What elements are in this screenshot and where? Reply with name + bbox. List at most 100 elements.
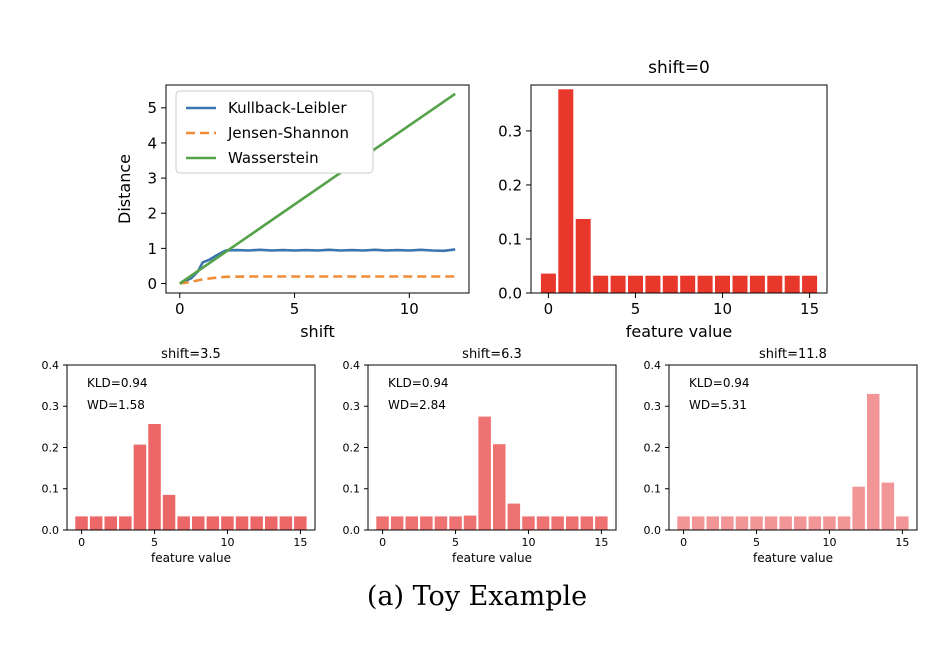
y-tick-label: 0.1 <box>343 483 361 496</box>
x-tick-label: 15 <box>293 536 307 549</box>
bar-12 <box>551 516 564 530</box>
y-tick-label: 4 <box>147 134 157 152</box>
y-tick-label: 5 <box>147 99 157 117</box>
bar-8 <box>794 516 807 530</box>
bar-0 <box>75 516 88 530</box>
y-tick-label: 0.3 <box>42 400 60 413</box>
x-tick-label: 0 <box>680 536 687 549</box>
y-tick-label: 0.0 <box>644 524 662 537</box>
x-tick-label: 15 <box>895 536 909 549</box>
bar-8 <box>493 444 506 530</box>
series-line-kullback-leibler <box>179 248 456 285</box>
y-tick-label: 0.0 <box>42 524 60 537</box>
bar-15 <box>294 516 307 530</box>
y-tick-label: 0.1 <box>42 483 60 496</box>
bar-8 <box>680 275 696 293</box>
chart-panel-2: 0 5 10 15 0.0 0.1 0.2 0.3 0.4 shift=3.5 feature va… <box>42 347 316 565</box>
bar-1 <box>390 516 404 530</box>
y-tick-label: 1 <box>147 240 157 258</box>
bar-14 <box>881 482 895 530</box>
y-tick-label: 0.4 <box>644 359 662 372</box>
bar-5 <box>628 275 643 293</box>
x-axis-label: shift <box>300 322 335 341</box>
plot-frame <box>165 84 470 294</box>
bar-12 <box>749 275 765 293</box>
x-axis-label: feature value <box>626 322 733 341</box>
bar-0 <box>677 516 690 530</box>
bar-9 <box>808 516 822 530</box>
annotation-label: KLD=0.94 <box>689 376 750 390</box>
chart-panel-3: 0 5 10 15 0.0 0.1 0.2 0.3 0.4 shift=6.3 feature va… <box>343 347 617 565</box>
bar-15 <box>802 275 818 293</box>
x-axis-label: feature value <box>151 551 231 565</box>
bar-0 <box>540 273 556 293</box>
bar-3 <box>119 516 132 530</box>
bar-10 <box>715 275 730 293</box>
bar-0 <box>376 516 389 530</box>
x-tick-label: 5 <box>151 536 158 549</box>
bar-4 <box>434 516 448 530</box>
x-tick-label: 0 <box>175 300 185 318</box>
y-tick-label: 0.3 <box>644 400 662 413</box>
bar-13 <box>867 393 880 530</box>
series-line-jensen-shannon <box>179 275 456 285</box>
y-axis-label: Distance <box>115 154 134 224</box>
bar-11 <box>235 516 249 530</box>
bar-14 <box>580 516 594 530</box>
bar-7 <box>478 416 491 530</box>
chart-title: shift=3.5 <box>161 347 221 362</box>
annotation-label: KLD=0.94 <box>87 376 148 390</box>
x-tick-label: 5 <box>290 300 300 318</box>
x-tick-label: 0 <box>544 300 554 318</box>
bar-14 <box>279 516 293 530</box>
y-tick-label: 0.4 <box>42 359 60 372</box>
bar-2 <box>706 516 719 530</box>
y-tick-label: 0.2 <box>644 441 662 454</box>
bar-5 <box>750 516 763 530</box>
bar-9 <box>697 275 713 293</box>
bar-7 <box>662 275 678 293</box>
bar-13 <box>767 275 783 293</box>
legend-box <box>175 90 374 174</box>
bar-10 <box>221 516 234 530</box>
bar-6 <box>764 516 778 530</box>
bar-3 <box>721 516 734 530</box>
x-tick-label: 10 <box>521 536 535 549</box>
y-tick-label: 0.1 <box>644 483 662 496</box>
bar-12 <box>250 516 263 530</box>
x-tick-label: 10 <box>220 536 234 549</box>
x-tick-label: 10 <box>822 536 836 549</box>
y-tick-label: 0.3 <box>343 400 361 413</box>
bar-13 <box>265 516 278 530</box>
bar-6 <box>463 515 477 530</box>
x-tick-label: 5 <box>452 536 459 549</box>
bar-5 <box>449 516 462 530</box>
bar-9 <box>507 503 521 530</box>
annotation-label: WD=2.84 <box>388 398 446 412</box>
legend-label: Kullback-Leibler <box>228 99 347 117</box>
bar-3 <box>420 516 433 530</box>
x-tick-label: 15 <box>800 300 819 318</box>
y-tick-label: 0.0 <box>343 524 361 537</box>
bar-4 <box>735 516 749 530</box>
bar-1 <box>89 516 103 530</box>
bar-1 <box>691 516 705 530</box>
y-tick-label: 0.2 <box>343 441 361 454</box>
bar-4 <box>133 444 147 530</box>
chart-title: shift=0 <box>648 58 710 78</box>
series-line-wasserstein <box>179 92 456 285</box>
chart-title: shift=11.8 <box>759 347 827 362</box>
y-tick-label: 3 <box>147 170 157 188</box>
bar-6 <box>645 275 661 293</box>
y-tick-label: 0.0 <box>498 284 522 302</box>
x-tick-label: 0 <box>78 536 85 549</box>
y-tick-label: 0.2 <box>498 176 522 194</box>
legend-label: Jensen-Shannon <box>227 124 349 142</box>
y-tick-label: 0 <box>147 275 157 293</box>
bar-14 <box>784 275 800 293</box>
x-axis-label: feature value <box>753 551 833 565</box>
legend-label: Wasserstein <box>228 149 319 167</box>
y-tick-label: 0.3 <box>498 122 522 140</box>
y-tick-label: 0.2 <box>42 441 60 454</box>
